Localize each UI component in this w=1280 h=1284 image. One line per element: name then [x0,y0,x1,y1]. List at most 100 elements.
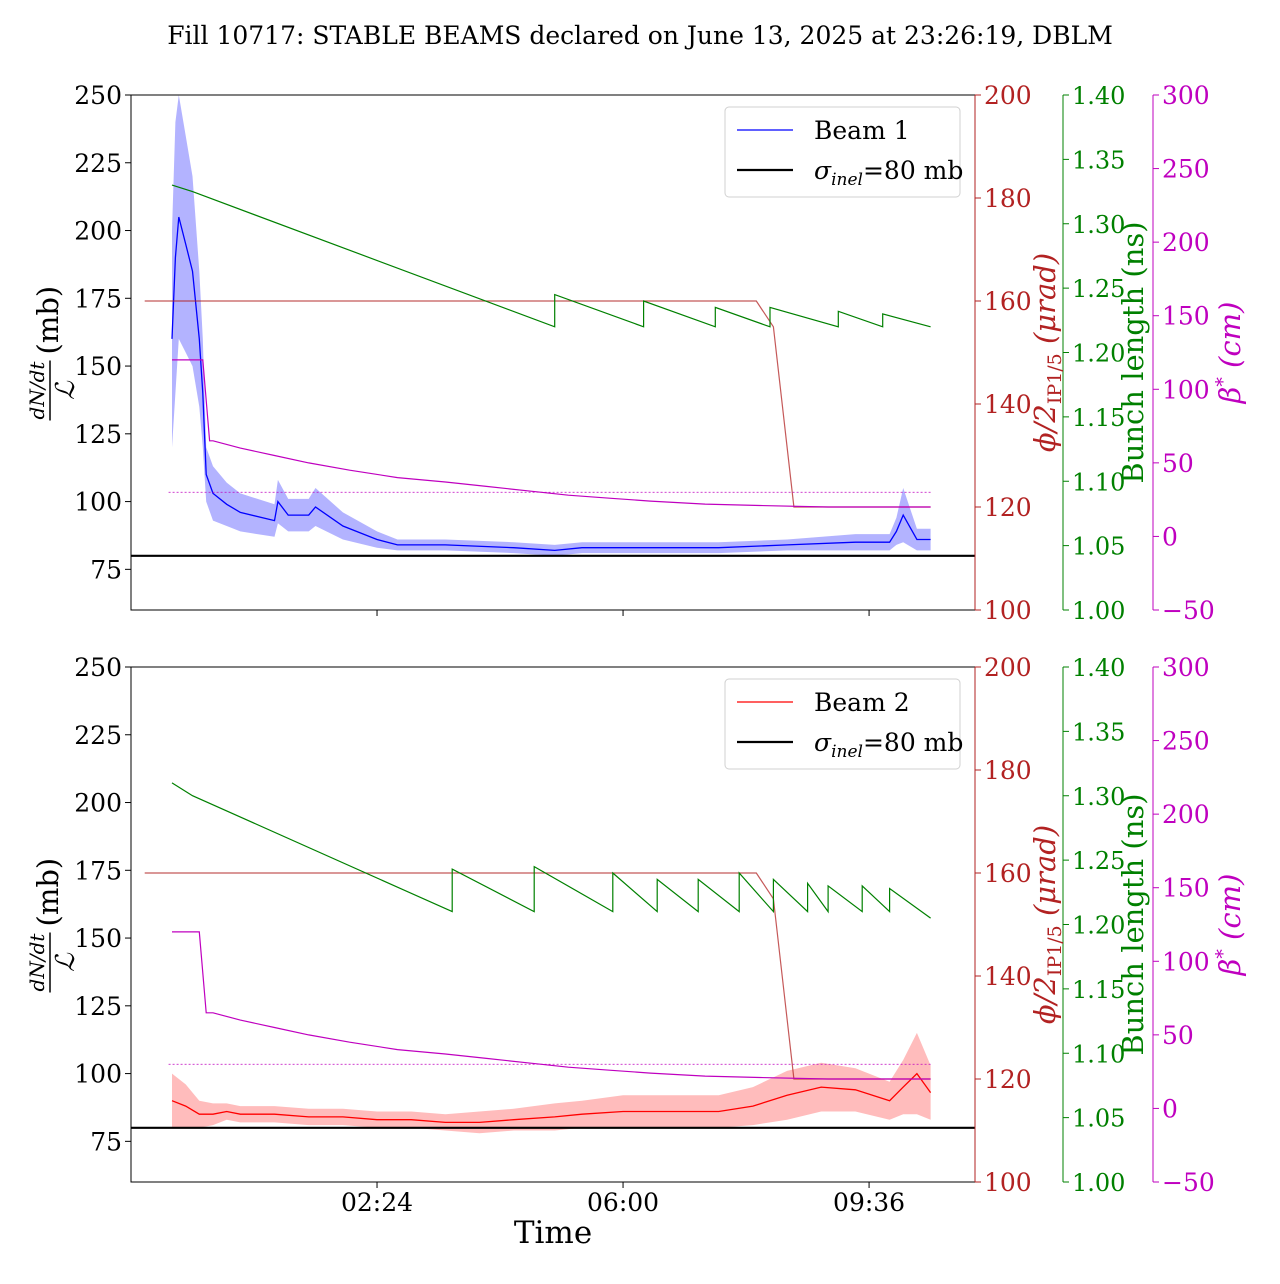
bunch-length-axis-label-text: Bunch length (ns) [1116,221,1150,483]
beta-star-tick-label: 0 [1162,522,1178,551]
left-tick-label: 250 [74,81,122,110]
bunch-length-tick-label: 1.10 [1072,468,1125,496]
bunch-length-tick-label: 1.00 [1072,1169,1125,1197]
beta-star-axis-label: β* (cm) [1212,874,1247,977]
legend: Beam 1 σinel=80 mb [724,106,963,198]
legend-label-beam: Beam 1 [814,116,910,145]
crossing-angle-tick-label: 200 [984,653,1032,682]
left-tick-label: 175 [74,856,122,885]
beta-star-tick-label: 250 [1162,727,1210,756]
bunch-length-tick-label: 1.30 [1072,783,1125,811]
bunch-length-line [171,782,931,919]
left-tick-label: 250 [74,653,122,682]
beam-2-line [171,1072,932,1124]
left-axis-label-numerator: dN/dt [25,361,49,420]
left-tick-label: 150 [74,924,122,953]
beta-star-line [172,931,931,1080]
bunch-length-tick-label: 1.20 [1072,912,1125,940]
plot-area [131,782,975,1134]
uncertainty-band [172,1032,931,1134]
crossing-angle-tick-label: 160 [984,859,1032,888]
bunch-length-tick-label: 1.35 [1072,718,1125,746]
bunch-length-tick-label: 1.15 [1072,976,1125,1004]
left-axis-label-unit: (mb) [31,858,65,927]
plot-area [131,95,975,557]
bunch-length-axis-label: Bunch length (ns) [1116,793,1150,1055]
crossing-angle-tick-label: 200 [984,81,1032,110]
left-axis-label-unit: (mb) [31,286,65,355]
beta-star-tick-label: 50 [1162,1021,1194,1050]
uncertainty-band [172,95,931,556]
bunch-length-tick-label: 1.25 [1072,275,1125,303]
beta-star-tick-label: 100 [1162,947,1210,976]
panel-1: 75 100 125 150 175 200 225 250 100 120 140 160 180 20… [25,81,1247,625]
crossing-angle-tick-label: 120 [984,1065,1032,1094]
legend-label-sigma: σinel=80 mb [814,156,963,190]
beta-star-tick-label: 250 [1162,155,1210,184]
left-tick-label: 175 [74,284,122,313]
x-tick-label: 09:36 [833,1188,905,1217]
bunch-length-tick-label: 1.20 [1072,340,1125,368]
bunch-length-tick-label: 1.40 [1072,654,1125,682]
left-tick-label: 125 [74,992,122,1021]
left-tick-label: 100 [74,1060,122,1089]
beta-star-axis-label-text: β* (cm) [1212,874,1247,977]
beta-star-tick-label: 200 [1162,800,1210,829]
left-axis-label-numerator: dN/dt [25,933,49,992]
beta-star-tick-label: 50 [1162,449,1194,478]
beta-star-tick-label: 300 [1162,653,1210,682]
bunch-length-line [171,184,931,328]
beta-star-tick-label: 0 [1162,1094,1178,1123]
beta-star-tick-label: 100 [1162,375,1210,404]
crossing-angle-line [144,300,931,508]
bunch-length-tick-label: 1.05 [1072,1105,1125,1133]
left-tick-label: 75 [90,1127,122,1156]
crossing-angle-tick-label: 180 [984,756,1032,785]
legend-label-beam: Beam 2 [814,688,910,717]
beta-star-tick-label: −50 [1162,1168,1215,1197]
left-tick-label: 225 [74,149,122,178]
crossing-angle-tick-label: 140 [984,390,1032,419]
left-axis-label-denominator: ℒ [51,380,81,400]
chart-title: Fill 10717: STABLE BEAMS declared on Jun… [167,21,1113,50]
crossing-angle-axis-label-text: ϕ/2IP1/5 (μrad) [1028,253,1066,452]
beta-star-line [172,359,931,508]
crossing-angle-tick-label: 100 [984,1168,1032,1197]
bunch-length-tick-label: 1.15 [1072,404,1125,432]
panel-2: 75 100 125 150 175 200 225 250 100 120 140 160 180 20… [25,653,1247,1217]
crossing-angle-tick-label: 120 [984,493,1032,522]
left-tick-label: 125 [74,420,122,449]
x-axis-label: Time [514,1215,592,1251]
bunch-length-tick-label: 1.35 [1072,146,1125,174]
bunch-length-tick-label: 1.40 [1072,82,1125,110]
bunch-length-tick-label: 1.10 [1072,1040,1125,1068]
beta-star-tick-label: 150 [1162,302,1210,331]
crossing-angle-axis-label-text: ϕ/2IP1/5 (μrad) [1028,825,1066,1024]
left-axis-label: dN/dt ℒ (mb) [25,286,81,421]
crossing-angle-tick-label: 140 [984,962,1032,991]
left-tick-label: 225 [74,721,122,750]
left-axis-label: dN/dt ℒ (mb) [25,858,81,993]
left-tick-label: 200 [74,217,122,246]
beta-star-tick-label: 150 [1162,874,1210,903]
left-tick-label: 200 [74,789,122,818]
crossing-angle-tick-label: 160 [984,287,1032,316]
beta-star-axis-label: β* (cm) [1212,302,1247,405]
legend-label-sigma: σinel=80 mb [814,728,963,762]
bunch-length-axis-label-text: Bunch length (ns) [1116,793,1150,1055]
bunch-length-tick-label: 1.25 [1072,847,1125,875]
beta-star-tick-label: −50 [1162,596,1215,625]
left-axis-label-denominator: ℒ [51,952,81,972]
left-tick-label: 100 [74,488,122,517]
left-tick-label: 75 [90,555,122,584]
crossing-angle-tick-label: 100 [984,596,1032,625]
bunch-length-tick-label: 1.00 [1072,597,1125,625]
crossing-angle-axis-label: ϕ/2IP1/5 (μrad) [1028,825,1066,1024]
beta-star-axis-label-text: β* (cm) [1212,302,1247,405]
bunch-length-axis-label: Bunch length (ns) [1116,221,1150,483]
beta-star-tick-label: 200 [1162,228,1210,257]
left-tick-label: 150 [74,352,122,381]
x-tick-label: 06:00 [587,1188,659,1217]
